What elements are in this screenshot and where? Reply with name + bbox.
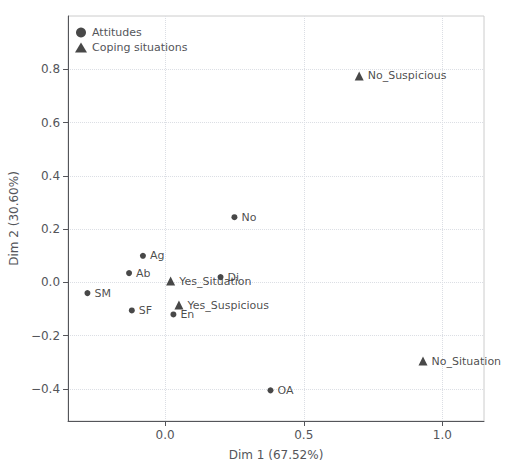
svg-text:0.8: 0.8 [41,62,60,76]
svg-text:Yes_Suspicious: Yes_Suspicious [186,299,269,312]
svg-text:OA: OA [277,384,293,397]
svg-text:No_Situation: No_Situation [431,355,501,368]
svg-text:−0.4: −0.4 [31,382,60,396]
svg-text:Attitudes: Attitudes [92,26,142,39]
svg-text:Yes_Situation: Yes_Situation [178,275,251,288]
svg-text:Dim 2 (30.60%): Dim 2 (30.60%) [7,171,21,266]
svg-text:0.6: 0.6 [41,116,60,130]
svg-text:0.4: 0.4 [41,169,60,183]
svg-text:1.0: 1.0 [433,428,452,442]
svg-text:SM: SM [94,287,110,300]
svg-text:Coping situations: Coping situations [92,41,188,54]
svg-text:No_Suspicious: No_Suspicious [368,69,447,82]
svg-text:0.2: 0.2 [41,222,60,236]
svg-text:0.0: 0.0 [41,275,60,289]
svg-text:0.5: 0.5 [294,428,313,442]
svg-text:En: En [180,307,195,321]
svg-text:Ab: Ab [136,267,151,280]
svg-text:SF: SF [139,304,152,317]
svg-text:No: No [241,211,256,224]
svg-text:0.0: 0.0 [156,428,175,442]
svg-text:Dim 1 (67.52%): Dim 1 (67.52%) [229,448,324,462]
svg-text:Ag: Ag [150,249,165,262]
svg-text:−0.2: −0.2 [31,329,60,343]
